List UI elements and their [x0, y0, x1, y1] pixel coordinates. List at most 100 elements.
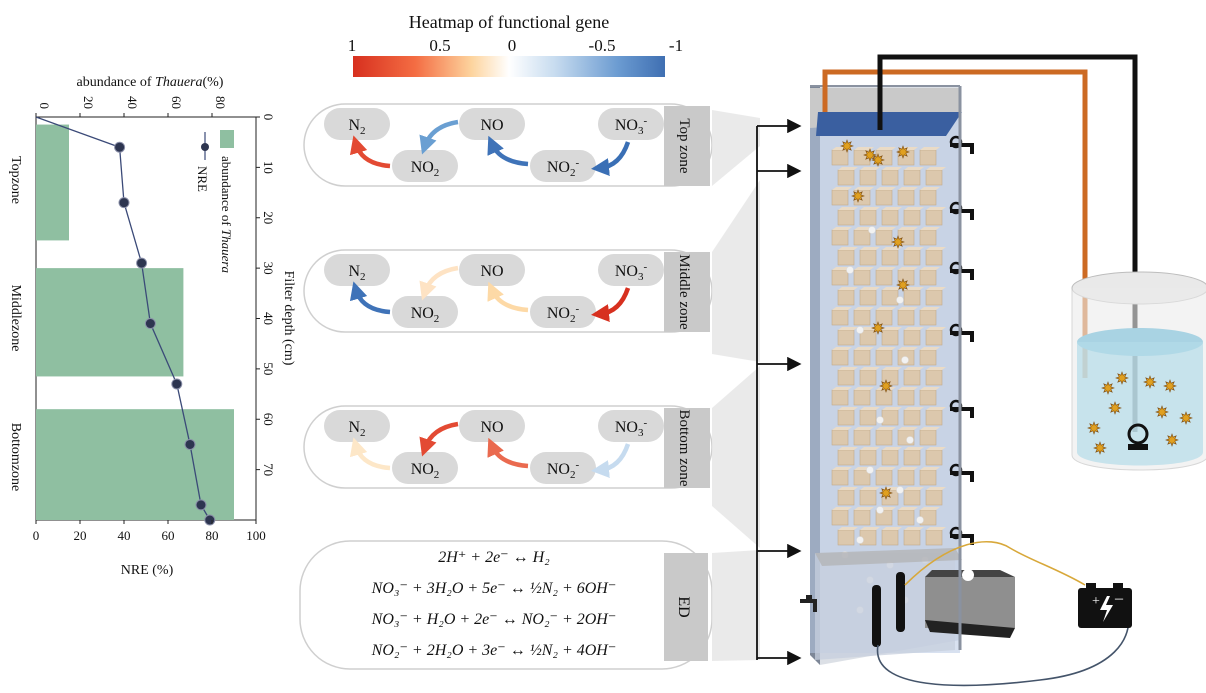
blue-wire: [876, 599, 1130, 687]
node-label-no: NO: [480, 117, 503, 134]
heatmap-colorbar: Heatmap of functional gene 1 0.5 0 -0.5 …: [348, 12, 683, 77]
media-cube: [859, 489, 877, 506]
media-cube-top: [832, 347, 852, 350]
media-cube: [903, 369, 921, 386]
gas-bubble: [876, 506, 884, 514]
media-cube: [831, 229, 849, 246]
media-cube: [853, 389, 871, 406]
media-cube-top: [876, 307, 896, 310]
callout-wedges: [712, 110, 760, 661]
black-wire: [877, 54, 1138, 432]
lightning-icon: [1100, 596, 1113, 622]
flux-arrow-no2-to-n2: [349, 437, 391, 471]
media-cube-top: [920, 307, 940, 310]
media-cube: [831, 349, 849, 366]
media-cube-top: [860, 207, 880, 210]
bacterium-icon: [1179, 411, 1193, 425]
nre-point: [144, 318, 156, 330]
media-cube-top: [904, 287, 924, 290]
ed-label-box: [664, 553, 708, 661]
media-cube: [919, 149, 937, 166]
media-cube-top: [882, 287, 902, 290]
orange-wire: [822, 69, 1088, 378]
media-cube-top: [860, 407, 880, 410]
heatmap-tick-minus-1: -1: [669, 36, 683, 55]
heatmap-gradient-bar: [353, 56, 665, 77]
node-n2: [324, 410, 390, 442]
node-label-no3: NO3-: [615, 417, 648, 439]
equation-3: NO₃⁻ + H₂O + 2e⁻ ↔ NO₂⁻ + 2OH⁻: [371, 611, 617, 628]
media-cube-top: [838, 167, 858, 170]
equation-2: NO₃⁻ + 3H₂O + 5e⁻ ↔ ½N₂ + 6OH⁻: [371, 580, 617, 597]
media-cube: [859, 249, 877, 266]
legend-bar-swatch: [220, 130, 234, 148]
media-cube: [925, 289, 943, 306]
media-cube: [831, 469, 849, 486]
media-cube-top: [898, 507, 918, 510]
gas-bubble: [856, 536, 864, 544]
bacterium-icon: [840, 139, 854, 153]
node-label-no2m: NO2-: [547, 303, 580, 325]
media-cube-top: [854, 307, 874, 310]
media-cube: [919, 189, 937, 206]
nre-tick-label: 20: [74, 528, 87, 543]
media-cube-top: [860, 527, 880, 530]
media-cube: [859, 169, 877, 186]
media-cube-top: [832, 467, 852, 470]
media-cube: [837, 489, 855, 506]
media-cube: [853, 229, 871, 246]
bacterium-icon: [1115, 371, 1129, 385]
media-cube: [837, 449, 855, 466]
media-cube: [903, 409, 921, 426]
media-cube: [897, 189, 915, 206]
gas-bubble: [916, 516, 924, 524]
depth-tick-label: 50: [261, 362, 276, 375]
media-cube-top: [838, 367, 858, 370]
gas-bubble: [856, 326, 864, 334]
gas-bubble: [901, 356, 909, 364]
media-cube-top: [838, 247, 858, 250]
media-cube-top: [838, 407, 858, 410]
media-cube-top: [854, 427, 874, 430]
media-cube-top: [920, 467, 940, 470]
heatmap-title: Heatmap of functional gene: [409, 12, 609, 32]
media-cube-top: [832, 307, 852, 310]
media-cube: [881, 169, 899, 186]
media-cube-top: [854, 267, 874, 270]
valve-spout: [950, 534, 974, 545]
flux-arrow-no2m-to-no: [487, 437, 529, 469]
media-cube-top: [920, 347, 940, 350]
node-no: [459, 108, 525, 140]
media-cube-top: [882, 207, 902, 210]
media-cube: [881, 249, 899, 266]
category-label-middlezone: Middlezone: [8, 285, 23, 352]
node-no: [459, 254, 525, 286]
flux-arrow-no3-to-no2m: [591, 443, 631, 479]
bar-middlezone: [36, 268, 184, 377]
chart-ticks: 0 20 40 60 80 100 0 20 40 60 80 0 10 20 30 40 50 60 70: [33, 96, 276, 543]
support-plate: [815, 548, 962, 566]
media-cube-top: [898, 427, 918, 430]
node-no2: [392, 452, 458, 484]
media-cube: [875, 429, 893, 446]
media-cube-top: [860, 447, 880, 450]
cathode-lid: [816, 112, 962, 136]
media-cube: [881, 329, 899, 346]
beaker-bacteria: [1087, 371, 1193, 455]
media-cube-top: [882, 367, 902, 370]
media-cube: [925, 329, 943, 346]
bacterium-icon: [1108, 401, 1122, 415]
category-label-topzone: Topzone: [8, 156, 23, 204]
nre-point: [136, 257, 148, 269]
media-cube: [919, 229, 937, 246]
bacterium-icon: [863, 148, 877, 162]
flux-arrow-no2m-to-no: [487, 135, 529, 167]
media-cube-top: [838, 287, 858, 290]
nre-axis-title: NRE (%): [121, 563, 174, 578]
bacterium-icon: [1165, 433, 1179, 447]
media-cube: [831, 389, 849, 406]
flux-arrow-no-to-no2: [419, 421, 459, 457]
media-cube: [875, 349, 893, 366]
flux-arrow-no2-to-n2: [349, 135, 391, 169]
